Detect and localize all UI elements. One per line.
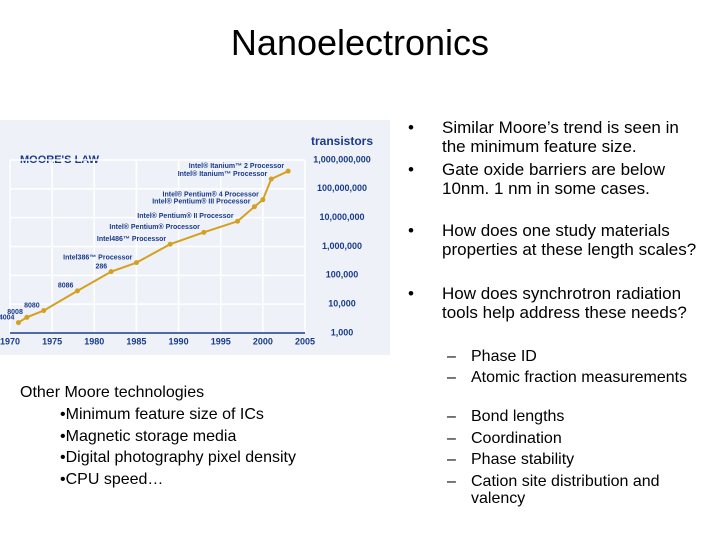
point-label: 4004 <box>0 314 15 321</box>
x-tick-label: 2000 <box>253 336 273 346</box>
point <box>74 288 80 294</box>
sub-bullet-text: Atomic fraction measurements <box>471 369 688 386</box>
left-item-text: CPU speed… <box>65 470 164 488</box>
point-label: Intel® Pentium® III Processor <box>152 198 251 206</box>
point <box>268 176 274 182</box>
point-label: 8008 <box>7 309 23 316</box>
x-tick-label: 2005 <box>295 336 315 346</box>
y-axis-label: transistors <box>311 134 373 148</box>
point-label: Intel486™ Processor <box>97 236 167 243</box>
point <box>260 197 266 203</box>
sub-bullet-text: Phase stability <box>471 451 575 468</box>
point-label: Intel386™ Processor <box>63 255 133 262</box>
point <box>251 204 257 210</box>
sub-bullet-text: Coordination <box>471 430 562 447</box>
bullet-text: How does one study materials properties … <box>442 221 697 259</box>
x-tick-label: 1995 <box>211 336 231 346</box>
left-item-text: Magnetic storage media <box>65 427 237 445</box>
left-item-text: Digital photography pixel density <box>65 449 296 466</box>
sub-bullet-text: Cation site distribution and valency <box>471 473 660 507</box>
dash-marker: – <box>447 408 456 425</box>
bullet-marker: • <box>408 160 414 179</box>
bullet-marker: • <box>60 449 66 466</box>
point <box>235 218 241 224</box>
point <box>15 320 21 326</box>
x-tick-label: 1970 <box>0 336 20 346</box>
dash-marker: – <box>447 430 456 447</box>
bullet-marker: • <box>408 284 414 303</box>
point-label: 8080 <box>24 302 40 309</box>
x-tick-label: 1990 <box>169 336 189 346</box>
point-label: Intel® Pentium® Processor <box>109 223 200 231</box>
point-label: Intel® Pentium® II Processor <box>137 212 234 220</box>
x-tick-label: 1975 <box>42 336 62 346</box>
point <box>24 314 30 320</box>
point-label: 286 <box>95 264 107 271</box>
bullet-marker: • <box>60 470 66 488</box>
bullet-marker: • <box>408 221 414 240</box>
y-tick-label: 100,000 <box>326 270 359 280</box>
left-item-text: Minimum feature size of ICs <box>65 406 264 423</box>
point <box>285 168 291 174</box>
chart: MOORE'S LAW transistors 1,00010,000100,0… <box>0 120 390 355</box>
y-tick-label: 10,000 <box>328 299 356 309</box>
point-label: Intel® Pentium® 4 Processor <box>163 191 260 199</box>
left-item: •Magnetic storage media <box>60 428 236 446</box>
dash-marker: – <box>447 369 456 386</box>
bullet-marker: • <box>60 406 66 423</box>
x-tick-label: 1985 <box>126 336 146 346</box>
bullet-text: How does synchrotron radiation tools hel… <box>442 284 687 322</box>
y-tick-label: 1,000 <box>331 327 354 337</box>
left-heading: Other Moore technologies <box>20 384 205 401</box>
dash-marker: – <box>447 348 456 365</box>
left-item: •Minimum feature size of ICs <box>60 406 264 424</box>
slide-title: Nanoelectronics <box>230 22 490 63</box>
point <box>167 241 173 247</box>
point <box>41 308 47 314</box>
figure-background <box>0 120 390 355</box>
x-tick-label: 1980 <box>84 336 104 346</box>
left-item: •CPU speed… <box>60 471 163 489</box>
dash-marker: – <box>447 473 456 490</box>
point-label: Intel® Itanium™ Processor <box>178 170 268 178</box>
dash-marker: – <box>447 451 456 468</box>
y-tick-label: 10,000,000 <box>319 212 364 222</box>
bullet-marker: • <box>408 118 414 137</box>
point <box>133 260 139 266</box>
bullet-text: Similar Moore’s trend is seen in the min… <box>442 118 679 156</box>
y-tick-label: 1,000,000,000 <box>313 154 371 164</box>
point-label: Intel® Itanium™ 2 Processor <box>189 162 285 170</box>
y-tick-label: 100,000,000 <box>317 183 367 193</box>
sub-bullet-text: Phase ID <box>471 348 537 365</box>
left-item: •Digital photography pixel density <box>60 449 296 467</box>
point-label: 8086 <box>58 283 74 290</box>
point <box>201 229 207 235</box>
bullet-text: Gate oxide barriers are below 10nm. 1 nm… <box>442 160 666 198</box>
sub-bullet-text: Bond lengths <box>471 408 565 425</box>
point <box>108 269 114 275</box>
bullet-marker: • <box>60 427 66 445</box>
y-tick-label: 1,000,000 <box>322 241 362 251</box>
